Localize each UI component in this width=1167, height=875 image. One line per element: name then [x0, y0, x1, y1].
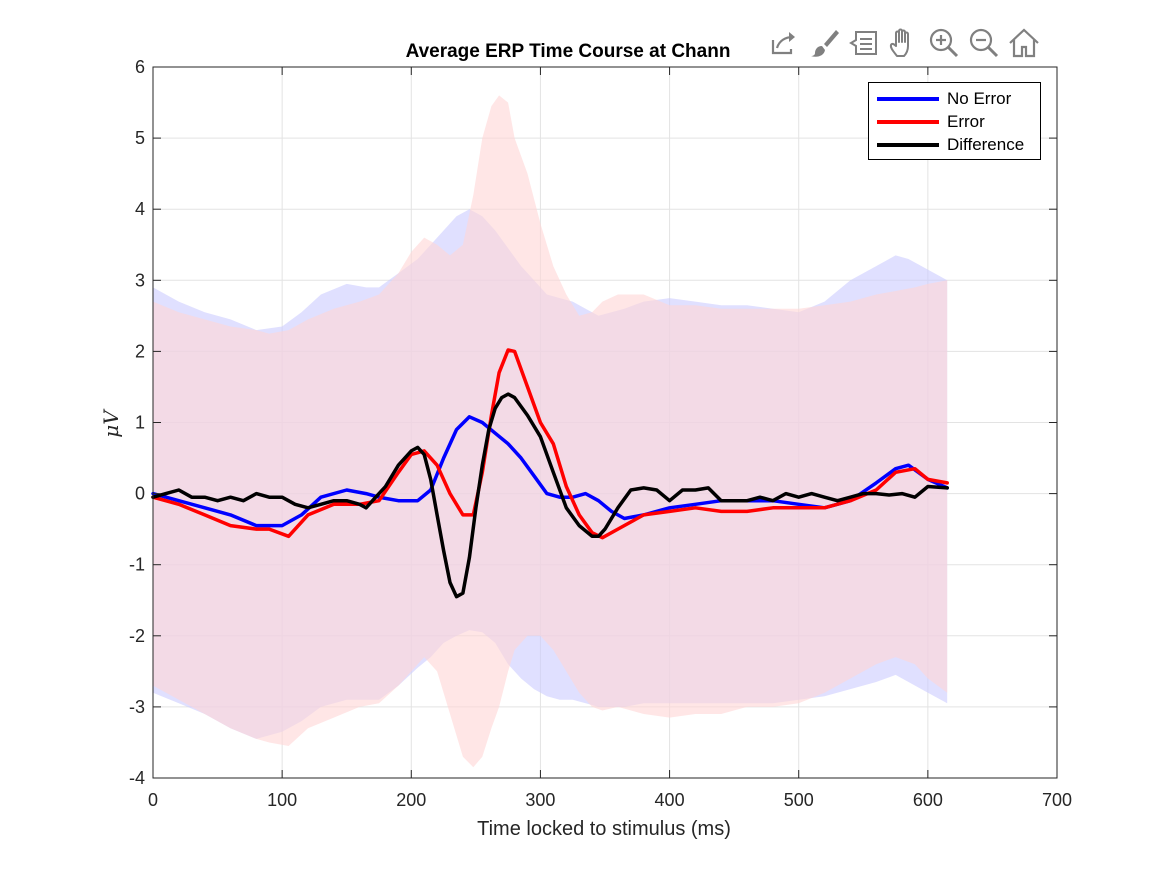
- y-tick-label: 2: [135, 341, 145, 361]
- pan-icon: [889, 28, 909, 57]
- legend-swatch-difference: [877, 143, 939, 147]
- legend-item-error: Error: [877, 111, 985, 133]
- legend-item-difference: Difference: [877, 134, 1024, 156]
- legend-item-no-error: No Error: [877, 88, 1011, 110]
- y-tick-label: 5: [135, 128, 145, 148]
- zoom-in-button[interactable]: [924, 22, 964, 64]
- y-tick-label: 4: [135, 199, 145, 219]
- y-tick-label: -1: [129, 555, 145, 575]
- x-tick-label: 0: [148, 790, 158, 810]
- zoom-out-icon: [969, 28, 999, 58]
- home-icon: [1009, 28, 1039, 58]
- y-tick-label: -2: [129, 626, 145, 646]
- x-tick-label: 200: [396, 790, 426, 810]
- zoom-in-icon: [929, 28, 959, 58]
- chart-legend: No Error Error Difference: [868, 82, 1041, 160]
- pan-button[interactable]: [884, 22, 924, 64]
- x-tick-label: 500: [784, 790, 814, 810]
- line-no-error: [151, 415, 949, 528]
- x-tick-label: 100: [267, 790, 297, 810]
- legend-swatch-no-error: [877, 97, 939, 101]
- y-tick-label: -4: [129, 768, 145, 788]
- confidence-bands: [153, 95, 948, 768]
- x-tick-label: 400: [655, 790, 685, 810]
- figure-toolbar: [764, 22, 1044, 64]
- line-error: [151, 348, 949, 540]
- axis-ticks: 0 100 200 300 400 500 600 700 -4 -3 -2 -1 0 1 2 3 4 5 6: [129, 57, 1072, 810]
- line-difference: [151, 392, 949, 599]
- y-tick-label: 0: [135, 484, 145, 504]
- x-tick-label: 700: [1042, 790, 1072, 810]
- y-tick-label: -3: [129, 697, 145, 717]
- band-error: [153, 95, 948, 768]
- y-tick-label: 6: [135, 57, 145, 77]
- export-icon: [771, 32, 795, 55]
- y-tick-label: 1: [135, 413, 145, 433]
- x-tick-label: 300: [525, 790, 555, 810]
- legend-swatch-error: [877, 120, 939, 124]
- chart-title: Average ERP Time Course at Chann: [406, 41, 731, 62]
- y-axis-label: μV: [99, 408, 123, 438]
- brush-icon: [811, 30, 839, 57]
- x-axis-label: Time locked to stimulus (ms): [477, 818, 731, 840]
- brush-button[interactable]: [804, 22, 844, 64]
- export-button[interactable]: [764, 22, 804, 64]
- legend-label-difference: Difference: [947, 135, 1025, 154]
- zoom-out-button[interactable]: [964, 22, 1004, 64]
- x-tick-label: 600: [913, 790, 943, 810]
- legend-label-no-error: No Error: [947, 89, 1012, 108]
- legend-label-error: Error: [947, 112, 985, 131]
- home-button[interactable]: [1004, 22, 1044, 64]
- series-lines: [151, 348, 949, 599]
- datatip-button[interactable]: [844, 22, 884, 64]
- y-tick-label: 3: [135, 270, 145, 290]
- datatip-icon: [849, 31, 877, 55]
